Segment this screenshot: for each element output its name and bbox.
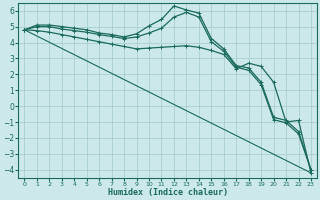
X-axis label: Humidex (Indice chaleur): Humidex (Indice chaleur) — [108, 188, 228, 197]
